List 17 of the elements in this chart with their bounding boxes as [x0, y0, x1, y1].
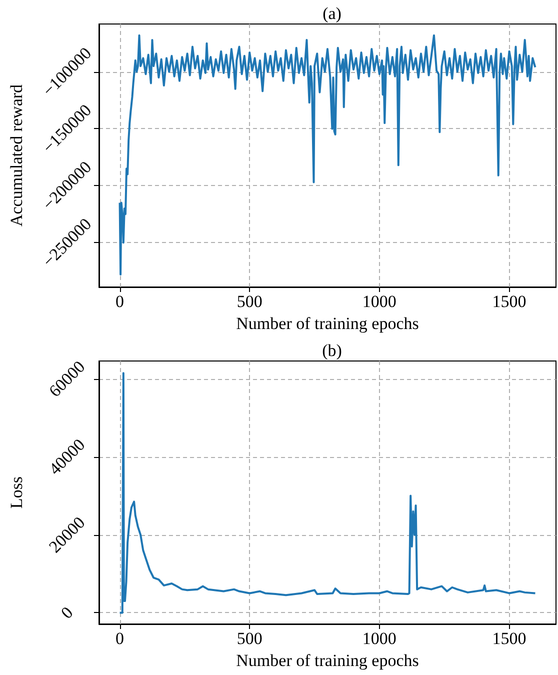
x-tick-label: 500: [236, 292, 262, 311]
chart-title: (b): [322, 341, 342, 360]
line-series: [118, 372, 536, 614]
x-axis-title: Number of training epochs: [236, 650, 419, 670]
x-tick-label: 1500: [492, 629, 526, 648]
x-tick-label: 0: [116, 292, 124, 311]
x-tick-label: 1500: [492, 292, 526, 311]
y-axis-title: Accumulated reward: [7, 84, 26, 227]
line-series: [118, 34, 536, 276]
y-axis-title: Loss: [7, 476, 26, 509]
x-tick-label: 1000: [362, 292, 396, 311]
x-tick-label: 0: [116, 629, 124, 648]
y-tick-label: 0: [57, 602, 77, 622]
chart-title: (a): [322, 4, 342, 23]
x-tick-label: 1000: [362, 629, 396, 648]
x-axis-title: Number of training epochs: [236, 314, 419, 333]
x-tick-label: 500: [236, 629, 262, 648]
